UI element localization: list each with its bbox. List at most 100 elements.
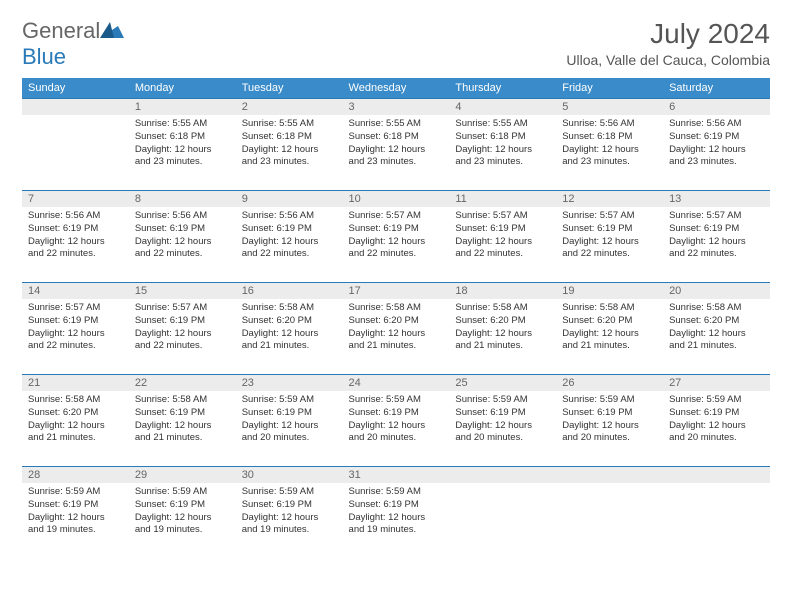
calendar-week-row: 28Sunrise: 5:59 AMSunset: 6:19 PMDayligh… <box>22 467 770 559</box>
day-number: 14 <box>22 283 129 299</box>
sunset-line: Sunset: 6:19 PM <box>28 499 123 512</box>
day-number <box>449 467 556 483</box>
daylight-line: Daylight: 12 hours and 22 minutes. <box>455 236 550 262</box>
day-content: Sunrise: 5:56 AMSunset: 6:18 PMDaylight:… <box>556 115 663 175</box>
daylight-line: Daylight: 12 hours and 23 minutes. <box>669 144 764 170</box>
calendar-week-row: 1Sunrise: 5:55 AMSunset: 6:18 PMDaylight… <box>22 99 770 191</box>
sunset-line: Sunset: 6:19 PM <box>135 315 230 328</box>
daylight-line: Daylight: 12 hours and 20 minutes. <box>669 420 764 446</box>
title-block: July 2024 Ulloa, Valle del Cauca, Colomb… <box>566 18 770 68</box>
daylight-line: Daylight: 12 hours and 19 minutes. <box>242 512 337 538</box>
daylight-line: Daylight: 12 hours and 19 minutes. <box>349 512 444 538</box>
weekday-header: Tuesday <box>236 78 343 99</box>
calendar-day-cell <box>663 467 770 559</box>
daylight-line: Daylight: 12 hours and 21 minutes. <box>349 328 444 354</box>
daylight-line: Daylight: 12 hours and 23 minutes. <box>562 144 657 170</box>
brand-logo: General Blue <box>22 18 124 70</box>
sunrise-line: Sunrise: 5:59 AM <box>242 394 337 407</box>
calendar-day-cell: 26Sunrise: 5:59 AMSunset: 6:19 PMDayligh… <box>556 375 663 467</box>
sunset-line: Sunset: 6:19 PM <box>135 499 230 512</box>
day-content: Sunrise: 5:58 AMSunset: 6:20 PMDaylight:… <box>343 299 450 359</box>
day-number: 12 <box>556 191 663 207</box>
calendar-day-cell: 14Sunrise: 5:57 AMSunset: 6:19 PMDayligh… <box>22 283 129 375</box>
calendar-day-cell: 13Sunrise: 5:57 AMSunset: 6:19 PMDayligh… <box>663 191 770 283</box>
sunset-line: Sunset: 6:20 PM <box>455 315 550 328</box>
day-number: 11 <box>449 191 556 207</box>
brand-mark-icon <box>100 20 124 38</box>
weekday-header: Friday <box>556 78 663 99</box>
calendar-day-cell: 21Sunrise: 5:58 AMSunset: 6:20 PMDayligh… <box>22 375 129 467</box>
sunset-line: Sunset: 6:20 PM <box>562 315 657 328</box>
calendar-week-row: 14Sunrise: 5:57 AMSunset: 6:19 PMDayligh… <box>22 283 770 375</box>
header: General Blue July 2024 Ulloa, Valle del … <box>22 18 770 70</box>
sunrise-line: Sunrise: 5:58 AM <box>242 302 337 315</box>
sunrise-line: Sunrise: 5:58 AM <box>455 302 550 315</box>
brand-text: General Blue <box>22 18 124 70</box>
day-number: 4 <box>449 99 556 115</box>
sunrise-line: Sunrise: 5:58 AM <box>349 302 444 315</box>
day-number: 3 <box>343 99 450 115</box>
sunset-line: Sunset: 6:19 PM <box>28 223 123 236</box>
sunrise-line: Sunrise: 5:58 AM <box>669 302 764 315</box>
day-content: Sunrise: 5:57 AMSunset: 6:19 PMDaylight:… <box>449 207 556 267</box>
day-content: Sunrise: 5:59 AMSunset: 6:19 PMDaylight:… <box>343 483 450 543</box>
day-content: Sunrise: 5:58 AMSunset: 6:20 PMDaylight:… <box>556 299 663 359</box>
sunset-line: Sunset: 6:19 PM <box>242 499 337 512</box>
sunset-line: Sunset: 6:19 PM <box>455 407 550 420</box>
day-content: Sunrise: 5:55 AMSunset: 6:18 PMDaylight:… <box>129 115 236 175</box>
calendar-day-cell: 30Sunrise: 5:59 AMSunset: 6:19 PMDayligh… <box>236 467 343 559</box>
daylight-line: Daylight: 12 hours and 22 minutes. <box>28 328 123 354</box>
day-content: Sunrise: 5:59 AMSunset: 6:19 PMDaylight:… <box>236 391 343 451</box>
day-content: Sunrise: 5:59 AMSunset: 6:19 PMDaylight:… <box>22 483 129 543</box>
day-content: Sunrise: 5:58 AMSunset: 6:20 PMDaylight:… <box>449 299 556 359</box>
sunrise-line: Sunrise: 5:59 AM <box>28 486 123 499</box>
daylight-line: Daylight: 12 hours and 23 minutes. <box>349 144 444 170</box>
location: Ulloa, Valle del Cauca, Colombia <box>566 52 770 68</box>
sunrise-line: Sunrise: 5:59 AM <box>349 486 444 499</box>
daylight-line: Daylight: 12 hours and 20 minutes. <box>455 420 550 446</box>
daylight-line: Daylight: 12 hours and 22 minutes. <box>242 236 337 262</box>
day-number: 21 <box>22 375 129 391</box>
sunset-line: Sunset: 6:20 PM <box>28 407 123 420</box>
daylight-line: Daylight: 12 hours and 20 minutes. <box>562 420 657 446</box>
calendar-day-cell: 11Sunrise: 5:57 AMSunset: 6:19 PMDayligh… <box>449 191 556 283</box>
weekday-header: Wednesday <box>343 78 450 99</box>
day-number: 2 <box>236 99 343 115</box>
sunset-line: Sunset: 6:19 PM <box>349 407 444 420</box>
sunset-line: Sunset: 6:19 PM <box>135 223 230 236</box>
calendar-week-row: 7Sunrise: 5:56 AMSunset: 6:19 PMDaylight… <box>22 191 770 283</box>
day-number: 16 <box>236 283 343 299</box>
sunrise-line: Sunrise: 5:59 AM <box>669 394 764 407</box>
day-number: 19 <box>556 283 663 299</box>
weekday-header: Monday <box>129 78 236 99</box>
daylight-line: Daylight: 12 hours and 21 minutes. <box>28 420 123 446</box>
day-number: 17 <box>343 283 450 299</box>
sunset-line: Sunset: 6:19 PM <box>349 223 444 236</box>
day-number: 25 <box>449 375 556 391</box>
calendar-day-cell: 4Sunrise: 5:55 AMSunset: 6:18 PMDaylight… <box>449 99 556 191</box>
day-content: Sunrise: 5:57 AMSunset: 6:19 PMDaylight:… <box>22 299 129 359</box>
day-number: 23 <box>236 375 343 391</box>
sunset-line: Sunset: 6:20 PM <box>349 315 444 328</box>
calendar-day-cell: 16Sunrise: 5:58 AMSunset: 6:20 PMDayligh… <box>236 283 343 375</box>
day-number: 6 <box>663 99 770 115</box>
day-number: 30 <box>236 467 343 483</box>
sunrise-line: Sunrise: 5:55 AM <box>135 118 230 131</box>
day-number: 31 <box>343 467 450 483</box>
daylight-line: Daylight: 12 hours and 23 minutes. <box>242 144 337 170</box>
sunrise-line: Sunrise: 5:59 AM <box>562 394 657 407</box>
day-content: Sunrise: 5:55 AMSunset: 6:18 PMDaylight:… <box>449 115 556 175</box>
calendar-day-cell: 27Sunrise: 5:59 AMSunset: 6:19 PMDayligh… <box>663 375 770 467</box>
weekday-header: Saturday <box>663 78 770 99</box>
day-content: Sunrise: 5:55 AMSunset: 6:18 PMDaylight:… <box>236 115 343 175</box>
sunrise-line: Sunrise: 5:56 AM <box>135 210 230 223</box>
sunrise-line: Sunrise: 5:56 AM <box>669 118 764 131</box>
calendar-day-cell: 8Sunrise: 5:56 AMSunset: 6:19 PMDaylight… <box>129 191 236 283</box>
calendar-day-cell: 12Sunrise: 5:57 AMSunset: 6:19 PMDayligh… <box>556 191 663 283</box>
sunrise-line: Sunrise: 5:57 AM <box>669 210 764 223</box>
sunrise-line: Sunrise: 5:57 AM <box>455 210 550 223</box>
daylight-line: Daylight: 12 hours and 20 minutes. <box>349 420 444 446</box>
brand-part2: Blue <box>22 44 66 69</box>
day-number: 7 <box>22 191 129 207</box>
day-number: 29 <box>129 467 236 483</box>
